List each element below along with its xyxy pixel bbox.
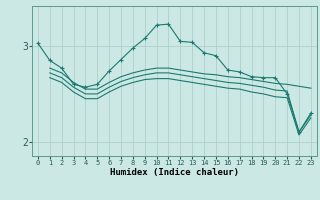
X-axis label: Humidex (Indice chaleur): Humidex (Indice chaleur) (110, 168, 239, 177)
